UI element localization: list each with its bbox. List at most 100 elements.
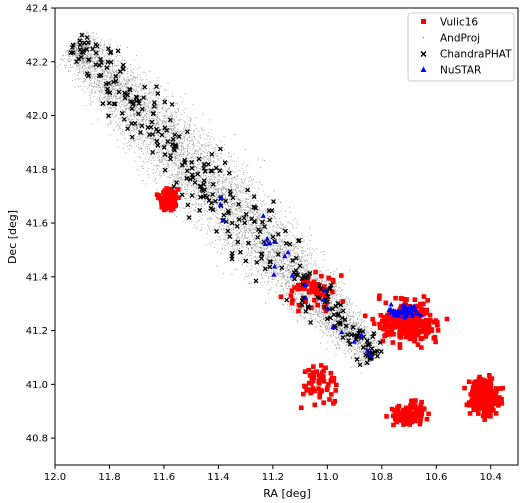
andproj-point xyxy=(232,244,234,246)
andproj-point xyxy=(105,70,107,72)
andproj-point xyxy=(330,303,332,305)
andproj-point xyxy=(200,229,202,231)
andproj-point xyxy=(127,67,129,69)
andproj-point xyxy=(248,177,250,179)
andproj-point xyxy=(232,212,234,214)
andproj-point xyxy=(298,307,300,309)
andproj-point xyxy=(336,300,338,302)
andproj-point xyxy=(151,99,153,101)
andproj-point xyxy=(108,95,110,97)
andproj-point xyxy=(320,311,322,313)
andproj-point xyxy=(179,173,181,175)
andproj-point xyxy=(276,224,278,226)
andproj-point xyxy=(247,220,249,222)
andproj-point xyxy=(237,237,239,239)
andproj-point xyxy=(359,358,361,360)
andproj-point xyxy=(134,109,136,111)
andproj-point xyxy=(124,108,126,110)
andproj-point xyxy=(138,109,140,111)
andproj-point xyxy=(279,252,281,254)
andproj-point xyxy=(255,203,257,205)
andproj-point xyxy=(130,115,132,117)
andproj-point xyxy=(203,144,205,146)
andproj-point xyxy=(135,139,137,141)
andproj-point xyxy=(209,173,211,175)
andproj-point xyxy=(163,172,165,174)
andproj-point xyxy=(104,102,106,104)
andproj-point xyxy=(247,185,249,187)
andproj-point xyxy=(291,268,293,270)
andproj-point xyxy=(293,246,295,248)
andproj-point xyxy=(114,89,116,91)
andproj-point xyxy=(201,128,203,130)
andproj-point xyxy=(143,106,145,108)
andproj-point xyxy=(214,151,216,153)
andproj-point xyxy=(227,216,229,218)
andproj-point xyxy=(176,165,178,167)
andproj-point xyxy=(96,76,98,78)
andproj-point xyxy=(137,68,139,70)
andproj-point xyxy=(283,251,285,253)
andproj-point xyxy=(268,293,270,295)
andproj-point xyxy=(277,265,279,267)
andproj-point xyxy=(94,70,96,72)
andproj-point xyxy=(156,148,158,150)
andproj-point xyxy=(328,285,330,287)
andproj-point xyxy=(114,65,116,67)
andproj-point xyxy=(102,70,104,72)
andproj-point xyxy=(269,252,271,254)
andproj-point xyxy=(331,313,333,315)
andproj-point xyxy=(98,91,100,93)
andproj-point xyxy=(193,153,195,155)
andproj-point xyxy=(346,316,348,318)
andproj-point xyxy=(192,152,194,154)
andproj-point xyxy=(157,77,159,79)
andproj-point xyxy=(307,262,309,264)
andproj-point xyxy=(179,159,181,161)
andproj-point xyxy=(351,302,353,304)
andproj-point xyxy=(127,107,129,109)
andproj-point xyxy=(197,151,199,153)
andproj-point xyxy=(191,139,193,141)
andproj-point xyxy=(67,60,69,62)
andproj-point xyxy=(290,271,292,273)
andproj-point xyxy=(189,211,191,213)
andproj-point xyxy=(98,80,100,82)
andproj-point xyxy=(69,56,71,58)
andproj-point xyxy=(282,239,284,241)
andproj-point xyxy=(89,72,91,74)
andproj-point xyxy=(112,86,114,88)
andproj-point xyxy=(274,232,276,234)
andproj-point xyxy=(335,314,337,316)
andproj-point xyxy=(189,170,191,172)
andproj-point xyxy=(76,52,78,54)
andproj-point xyxy=(151,104,153,106)
andproj-point xyxy=(252,210,254,212)
andproj-point xyxy=(340,307,342,309)
andproj-point xyxy=(331,328,333,330)
andproj-point xyxy=(267,270,269,272)
andproj-point xyxy=(177,158,179,160)
andproj-point xyxy=(214,188,216,190)
andproj-point xyxy=(151,105,153,107)
andproj-point xyxy=(250,283,252,285)
andproj-point xyxy=(290,268,292,270)
andproj-point xyxy=(189,168,191,170)
andproj-point xyxy=(236,208,238,210)
andproj-point xyxy=(94,39,96,41)
andproj-point xyxy=(95,75,97,77)
andproj-point xyxy=(254,213,256,215)
andproj-point xyxy=(239,210,241,212)
andproj-point xyxy=(109,65,111,67)
andproj-point xyxy=(187,184,189,186)
andproj-point xyxy=(332,305,334,307)
andproj-point xyxy=(306,266,308,268)
andproj-point xyxy=(150,82,152,84)
andproj-point xyxy=(129,108,131,110)
andproj-point xyxy=(120,67,122,69)
andproj-point xyxy=(212,175,214,177)
andproj-point xyxy=(163,114,165,116)
andproj-point xyxy=(199,149,201,151)
andproj-point xyxy=(195,202,197,204)
andproj-point xyxy=(258,241,260,243)
